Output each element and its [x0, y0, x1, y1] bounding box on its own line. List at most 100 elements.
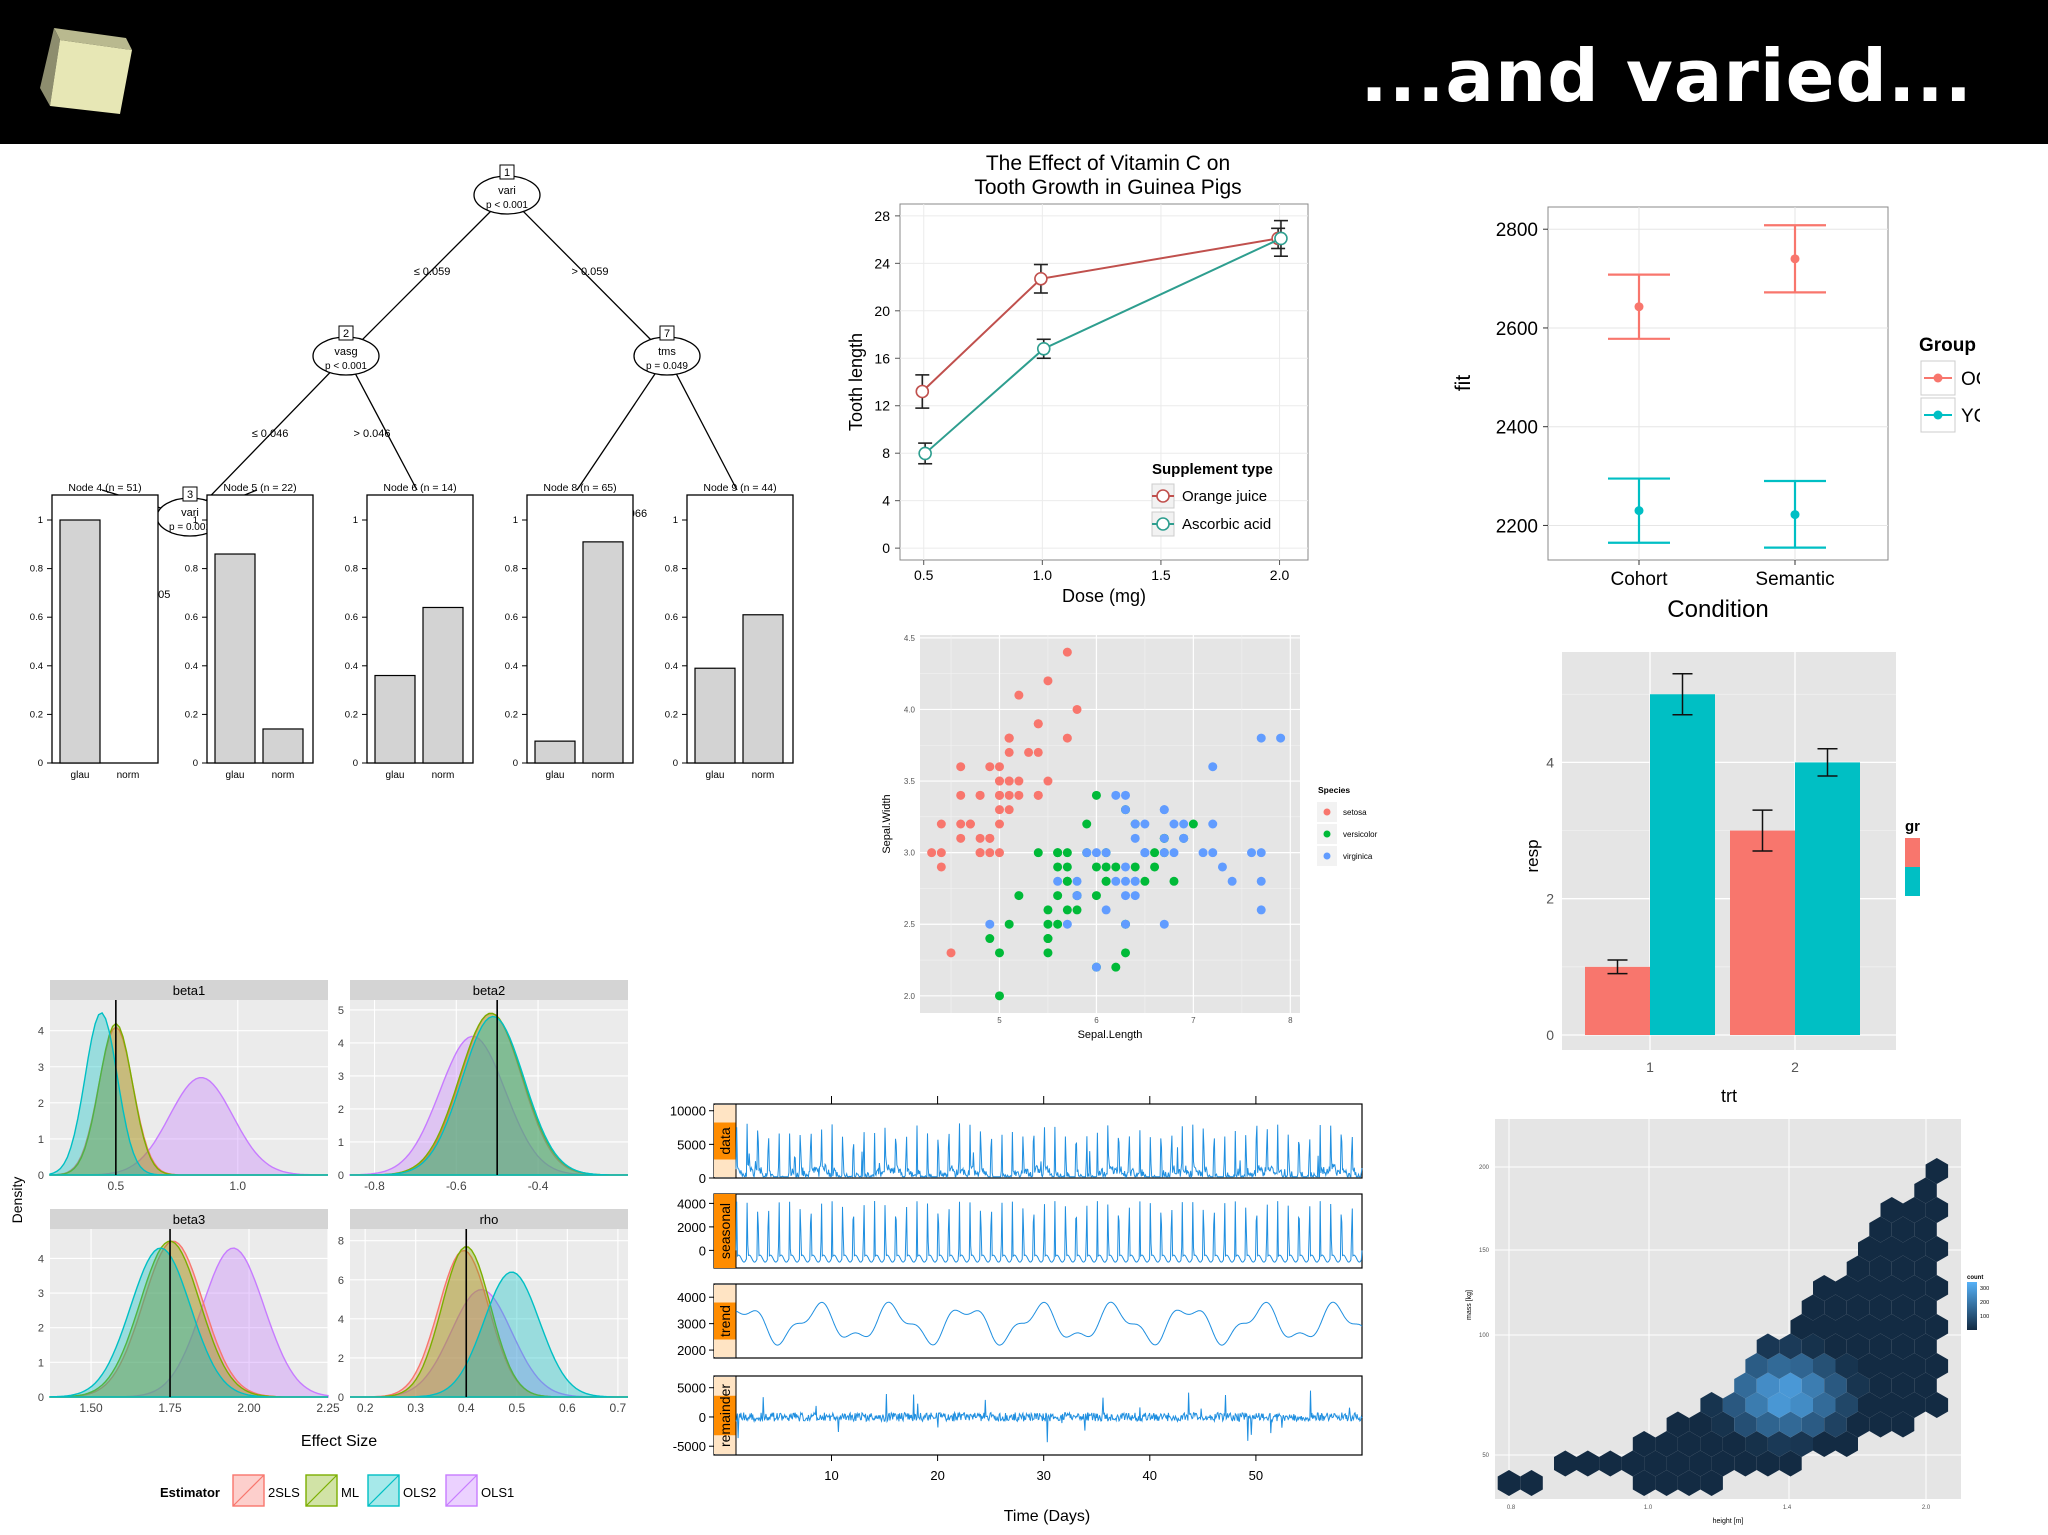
leaf-bar: [374, 674, 416, 764]
hex-bin: [1925, 1197, 1949, 1223]
data-point: [927, 848, 937, 858]
data-point: [1082, 848, 1092, 858]
hex-bin: [1846, 1372, 1870, 1399]
y-axis-label: Tooth length: [846, 333, 866, 431]
leaf-ytick-label: 0.4: [185, 661, 198, 672]
data-point: [1159, 833, 1169, 843]
hex-bin: [1790, 1431, 1813, 1457]
data-point: [1256, 876, 1266, 886]
xtick-label: 0.8: [1507, 1505, 1516, 1511]
ytick-label: 50: [1482, 1453, 1489, 1459]
density-curve: [350, 1015, 628, 1176]
leaf-ytick-label: 0.8: [665, 564, 678, 575]
fit-chart: 2200 2400 2600 2800 Cohort Semantic Condition f…: [1452, 206, 1980, 623]
legend-title: Supplement type: [1152, 461, 1273, 478]
ytick-label: 24: [874, 255, 890, 271]
hex-bin: [1880, 1275, 1903, 1301]
hex-bin: [1824, 1372, 1847, 1399]
ytick-label: 4: [38, 1026, 44, 1038]
legend-key-point: [1933, 373, 1943, 383]
data-point: [994, 991, 1004, 1001]
leaf-xtick-label: glau: [71, 770, 90, 781]
xtick-label: 7: [1191, 1016, 1196, 1025]
data-point: [994, 790, 1004, 800]
ytick-label: 0: [1546, 1027, 1554, 1043]
legend-title: Group: [1919, 335, 1976, 356]
ytick-label: 16: [874, 350, 890, 366]
xtick-label: -0.8: [364, 1179, 385, 1193]
leaf-bar: [582, 541, 624, 764]
bar: [1795, 762, 1860, 1036]
legend-key-diagonal: [232, 1474, 265, 1507]
hex-bin: [1689, 1411, 1712, 1438]
data-point: [1004, 733, 1014, 743]
leaf-ytick-label: 0.4: [345, 661, 358, 672]
tree-node-id: 1: [504, 167, 510, 179]
hex-bin: [1846, 1333, 1870, 1360]
leaf-ytick-label: 0.8: [345, 564, 358, 575]
ytick-label: 8: [882, 445, 890, 461]
xtick-label: 1.5: [1151, 567, 1171, 583]
data-point: [1053, 876, 1063, 886]
tree-edge-label: ≤ 0.059: [414, 266, 451, 278]
data-point: [1101, 848, 1111, 858]
data-point: [975, 790, 985, 800]
hex-bin: [1666, 1450, 1690, 1477]
legend-label: OLS1: [481, 1485, 514, 1500]
series-line: [735, 1123, 1363, 1179]
legend-label: virginica: [1343, 852, 1373, 861]
density-chart: beta1 0 1 2 3 4 0.5 1.0 beta2 0 1 2 3 4 5 -0.8 -0.6 -0.4 b…: [9, 980, 628, 1507]
legend-title: group: [1905, 818, 1920, 835]
hex-bin: [1914, 1294, 1937, 1321]
data-point: [1274, 231, 1288, 246]
ytick-label: 1: [38, 1357, 44, 1369]
data-point: [1179, 833, 1189, 843]
ytick-label: -5000: [673, 1439, 706, 1454]
hex-bin: [1869, 1255, 1892, 1282]
tree-node-var: vari: [181, 507, 199, 519]
ytick-label: 100: [1479, 1333, 1490, 1339]
data-point: [1004, 747, 1014, 757]
data-point: [1091, 891, 1101, 901]
hex-bin: [1925, 1353, 1949, 1379]
ytick-label: 3000: [677, 1317, 706, 1332]
hex-bin: [1824, 1294, 1847, 1321]
hex-bin: [1903, 1275, 1926, 1301]
leaf-title: Node 4 (n = 51): [68, 482, 141, 494]
hex-bin: [1813, 1431, 1836, 1457]
leaf-ytick-label: 1: [38, 515, 43, 526]
data-point: [1014, 690, 1024, 700]
hex-bin: [1632, 1431, 1656, 1457]
x-axis-label: height [m]: [1713, 1518, 1744, 1525]
ytick-label: 0: [38, 1170, 44, 1182]
xtick-label: -0.4: [528, 1179, 549, 1193]
ytick-label: 4: [338, 1314, 344, 1326]
panel-label: remainder: [717, 1384, 733, 1447]
hex-bin: [1801, 1333, 1825, 1360]
data-point: [946, 948, 956, 958]
facet-background: [50, 1229, 328, 1397]
hex-bin: [1835, 1314, 1858, 1340]
data-point: [994, 948, 1004, 958]
data-point: [956, 819, 966, 829]
legend-tick-label: 200: [1980, 1300, 1989, 1306]
iris-panel: 2.0 2.5 3.0 3.5 4.0 4.5 5 6 7 8 Sepal.Length Sepal.…: [870, 625, 1390, 1055]
ytick-label: 2.5: [904, 920, 916, 929]
data-point: [1024, 747, 1034, 757]
data-point: [1043, 905, 1053, 915]
plot-background: [920, 635, 1300, 1013]
data-point: [1043, 676, 1053, 686]
tree-node-id: 7: [664, 328, 670, 340]
leaf-ytick-label: 1: [193, 515, 198, 526]
data-point: [1091, 848, 1101, 858]
ytick-label: 3: [38, 1288, 44, 1300]
data-point: [1111, 790, 1121, 800]
tree-node-id-box: [338, 325, 354, 341]
ytick-label: 0: [338, 1170, 344, 1182]
facet-strip: [50, 1209, 328, 1229]
leaf-xtick-label: norm: [432, 770, 455, 781]
data-point: [1014, 776, 1024, 786]
density-panel: beta1 0 1 2 3 4 0.5 1.0 beta2 0 1 2 3 4 5 -0.8 -0.6 -0.4 b…: [0, 965, 640, 1525]
ytick-label: 2: [338, 1353, 344, 1365]
data-point: [1111, 862, 1121, 872]
